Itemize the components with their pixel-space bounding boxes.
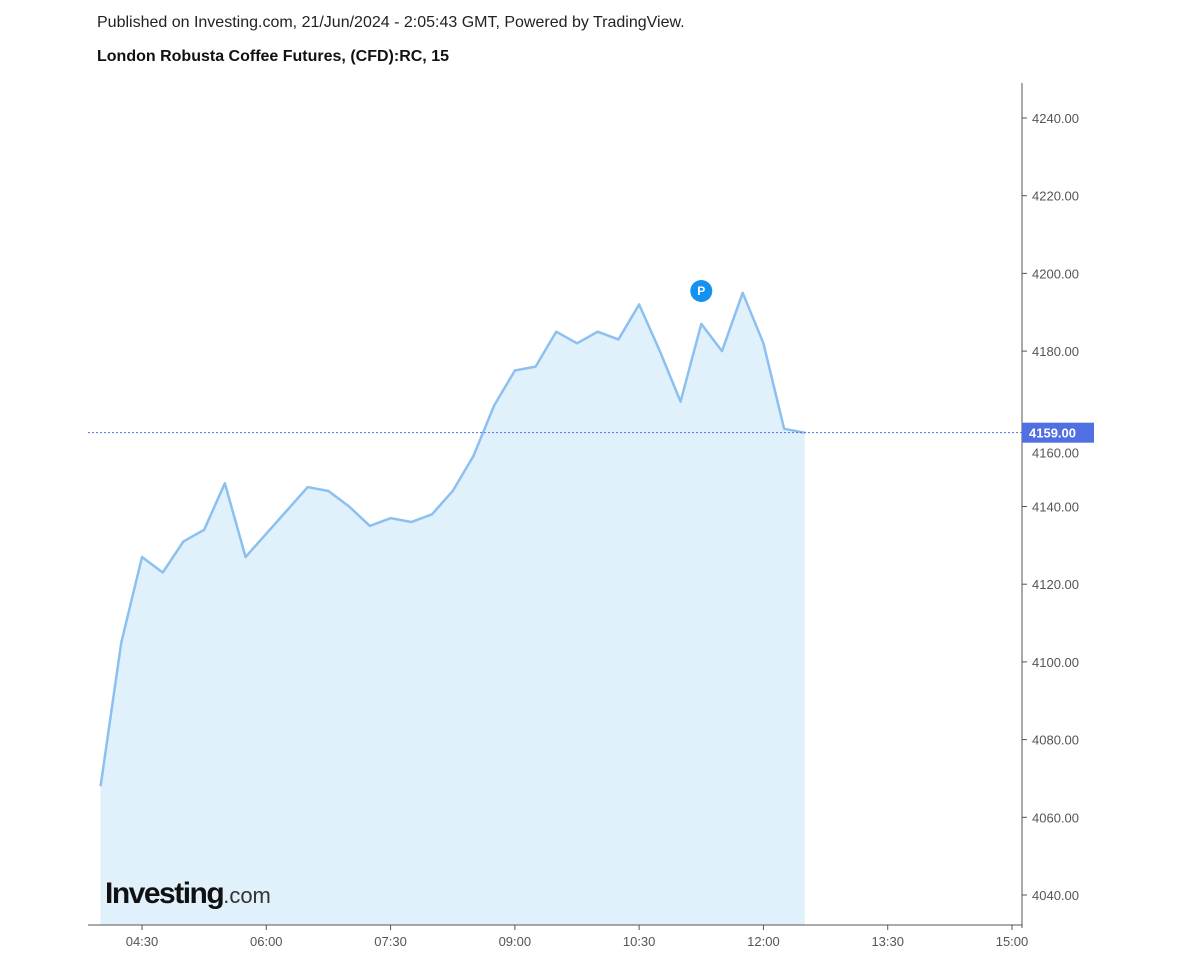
y-tick-label: 4100.00 <box>1032 655 1079 670</box>
marker-p-circle[interactable] <box>690 280 713 302</box>
x-tick-label: 07:30 <box>374 934 407 949</box>
x-tick-label: 04:30 <box>126 934 159 949</box>
y-tick-label: 4060.00 <box>1032 810 1079 825</box>
watermark-brand: Investing <box>105 877 223 910</box>
last-price-label: 4159.00 <box>1029 426 1076 441</box>
price-line <box>99 291 806 787</box>
published-note: Published on Investing.com, 21/Jun/2024 … <box>97 14 685 31</box>
last-price-badge <box>1022 422 1094 443</box>
y-tick-label: 4080.00 <box>1032 733 1079 748</box>
x-tick-label: 12:00 <box>747 934 780 949</box>
x-tick-label: 09:00 <box>499 934 532 949</box>
y-tick-label: 4200.00 <box>1032 266 1079 281</box>
x-tick-label: 10:30 <box>623 934 656 949</box>
area-fill <box>100 292 805 925</box>
y-tick-label: 4120.00 <box>1032 577 1079 592</box>
y-tick-label: 4180.00 <box>1032 344 1079 359</box>
watermark-suffix: .com <box>223 883 271 908</box>
x-tick-label: 06:00 <box>250 934 283 949</box>
x-tick-label: 13:30 <box>871 934 904 949</box>
y-tick-label: 4160.00 <box>1032 446 1079 461</box>
x-tick-label: 15:00 <box>996 934 1029 949</box>
marker-p[interactable]: P <box>690 280 713 302</box>
y-tick-label: 4240.00 <box>1032 111 1079 126</box>
y-tick-label: 4220.00 <box>1032 189 1079 204</box>
investing-watermark: Investing.com <box>105 877 271 910</box>
y-tick-label: 4040.00 <box>1032 888 1079 903</box>
chart-title: London Robusta Coffee Futures, (CFD):RC,… <box>97 48 449 65</box>
y-tick-label: 4140.00 <box>1032 500 1079 515</box>
marker-p-label: P <box>697 284 705 298</box>
